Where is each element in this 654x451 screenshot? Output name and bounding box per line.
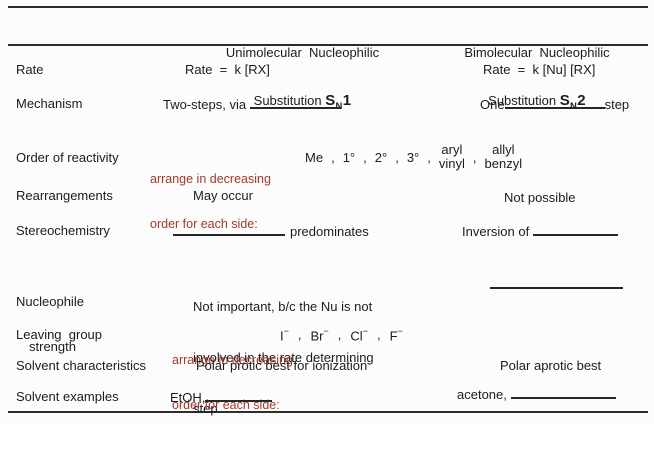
row-label-leaving-group: Leaving group [16,327,103,342]
cell-rearrangements-sn1: May occur [193,188,253,203]
cell-solvent-examples-sn2: acetone, [457,386,616,402]
row-label-solvent-examples: Solvent examples [16,389,119,404]
header-underline-rule [8,44,648,46]
blank-line [504,96,605,109]
row-label-rearrangements: Rearrangements [16,188,113,203]
blank-line [173,223,285,236]
instruction-note-reactivity: arrange in decreasing order for each sid… [150,172,271,231]
halide-fluoride: F− [389,326,403,344]
cell-nucleophile-strength-sn2-blank-line [490,287,623,289]
blank-line [249,96,340,109]
cell-stereochemistry-sn2: Inversion of [462,223,618,239]
column-header-sn1: Unimolecular Nucleophilic Substitution S… [175,13,430,147]
cell-nucleophile-strength-sn1: Not important, b/c the Nu is not involve… [193,299,374,416]
cell-solvent-characteristics-sn2: Polar aprotic best [500,358,602,373]
halide-bromide: Br− [310,326,329,344]
instruction-note-leaving-group: arrange in decreasing order for each sid… [172,353,293,412]
blank-line [532,223,618,236]
halide-iodide: I− [280,326,289,344]
column-header-sn1-line2: Substitution SN1 [253,92,352,113]
cell-order-of-reactivity-values: Me, 1°, 2°, 3°, aryl vinyl, allyl benzyl [305,142,523,171]
table-top-rule [8,6,648,8]
blank-line [510,386,616,399]
stack-aryl-vinyl: aryl vinyl [438,142,465,171]
cell-rate-sn2: Rate = k [Nu] [RX] [483,62,596,77]
table-bottom-rule [8,411,648,413]
cell-rate-sn1: Rate = k [RX] [185,62,270,77]
row-label-nucleophile-strength: Nucleophile strength [16,294,84,354]
cell-mechanism-sn2: One step [480,96,630,112]
halide-chloride: Cl− [350,326,368,344]
cell-solvent-examples-sn1: EtOH, [170,389,273,405]
row-label-mechanism: Mechanism [16,96,83,111]
sn1-sn2-comparison-table: Unimolecular Nucleophilic Substitution S… [8,6,648,416]
sn2-symbol: SN2 [559,92,586,113]
blank-line [205,389,273,402]
row-label-order-of-reactivity: Order of reactivity [16,150,119,165]
column-header-sn2-line1: Bimolecular Nucleophilic [464,45,610,60]
column-header-sn2-line2: Substitution SN2 [488,92,586,113]
cell-leaving-group-values: I−, Br−, Cl−, F− [280,326,403,344]
cell-rearrangements-sn2: Not possible [504,190,576,205]
column-header-sn2: Bimolecular Nucleophilic Substitution SN… [432,13,642,147]
row-label-stereochemistry: Stereochemistry [16,223,110,238]
row-label-rate: Rate [16,62,44,77]
sn1-symbol: SN1 [325,92,352,113]
stack-allyl-benzyl: allyl benzyl [484,142,523,171]
cell-solvent-characteristics-sn1: Polar protic best for ionization [196,358,368,373]
row-label-solvent-characteristics: Solvent characteristics [16,358,147,373]
cell-mechanism-sn1: Two-steps, via [163,96,340,112]
column-header-sn1-line1: Unimolecular Nucleophilic [225,45,380,60]
cell-stereochemistry-sn1: predominates [173,223,369,239]
